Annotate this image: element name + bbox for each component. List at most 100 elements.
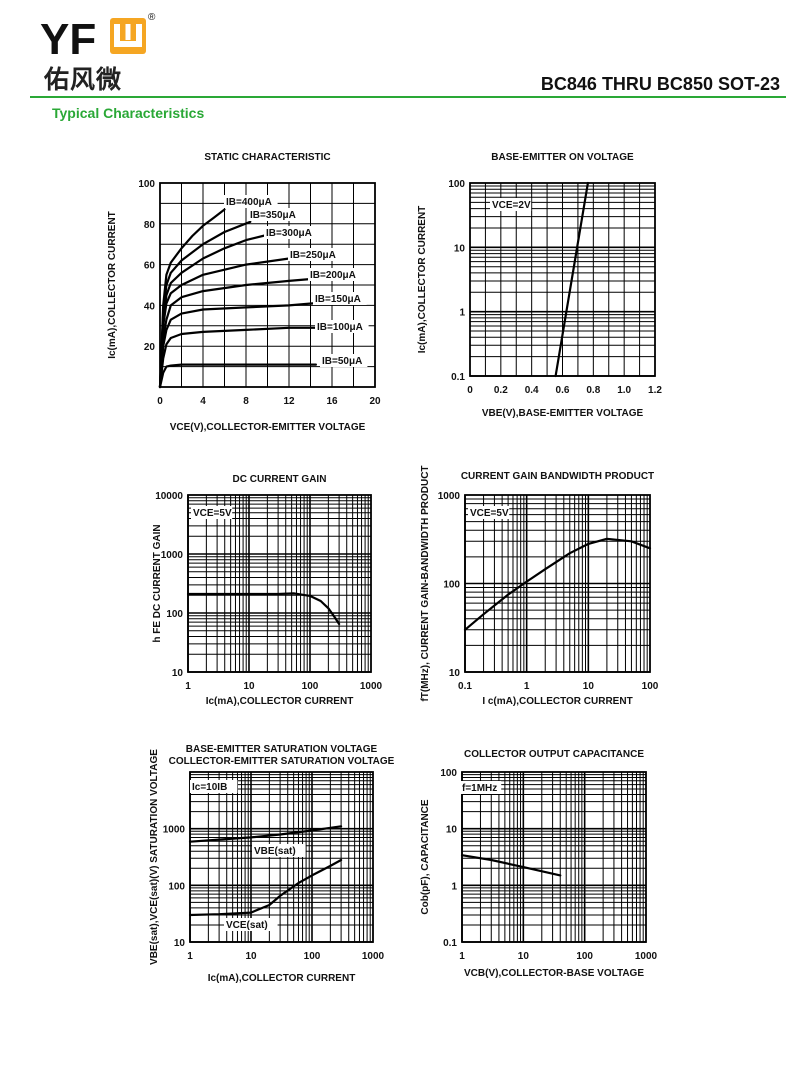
x-tick-label: 0.4 xyxy=(525,385,539,396)
y-tick-label: 1 xyxy=(459,308,465,319)
chart-title: DC CURRENT GAIN xyxy=(233,474,327,485)
series-line xyxy=(460,854,562,877)
x-tick-label: 0 xyxy=(157,396,163,407)
y-tick-label: 80 xyxy=(144,220,156,231)
x-tick-label: 4 xyxy=(200,396,206,407)
x-tick-label: 100 xyxy=(576,951,593,962)
y-tick-label: 0.1 xyxy=(443,938,457,949)
series-label-bg xyxy=(252,844,306,857)
series-label: IB=100μA xyxy=(317,322,363,333)
x-axis-label: I c(mA),COLLECTOR CURRENT xyxy=(482,696,632,707)
y-tick-label: 1000 xyxy=(438,491,461,502)
y-tick-label: 1 xyxy=(451,881,457,892)
y-tick-label: 40 xyxy=(144,301,156,312)
series-label: VBE(sat) xyxy=(254,846,296,857)
series-line xyxy=(158,255,317,389)
x-tick-label: 0 xyxy=(467,385,473,396)
brand-chinese-name: 佑风微 xyxy=(44,65,123,94)
annotation-bg xyxy=(468,506,510,519)
x-axis-label: VBE(V),BASE-EMITTER VOLTAGE xyxy=(482,408,644,419)
chart-grid xyxy=(461,772,646,943)
chart-title: CURRENT GAIN BANDWIDTH PRODUCT xyxy=(461,471,654,482)
x-axis-label: Ic(mA),COLLECTOR CURRENT xyxy=(208,973,356,984)
section-title: Typical Characteristics xyxy=(52,105,205,121)
y-tick-label: 10 xyxy=(446,825,458,836)
chart-title: STATIC CHARACTERISTIC xyxy=(204,152,330,163)
y-tick-label: 10000 xyxy=(155,491,183,502)
series-line xyxy=(158,302,314,389)
series-label: IB=350μA xyxy=(250,210,296,221)
x-tick-label: 0.1 xyxy=(458,681,472,692)
y-tick-label: 100 xyxy=(440,768,457,779)
plot-frame xyxy=(469,182,656,377)
x-tick-label: 0.2 xyxy=(494,385,508,396)
series-line xyxy=(158,363,317,389)
y-axis-label: Cob(pF), CAPACITANCE xyxy=(420,799,431,914)
y-tick-label: 100 xyxy=(443,580,460,591)
header-divider xyxy=(30,96,786,98)
chart-annotation: VCE=5V xyxy=(470,508,509,519)
series-label-bg xyxy=(308,268,362,281)
y-tick-label: 100 xyxy=(138,179,155,190)
plot-frame xyxy=(189,771,374,943)
series-label: IB=250μA xyxy=(290,250,336,261)
part-title: BC846 THRU BC850 SOT-23 xyxy=(540,74,780,94)
x-tick-label: 10 xyxy=(518,951,530,962)
series-label-bg xyxy=(315,320,369,333)
y-tick-label: 60 xyxy=(144,261,156,272)
chart-subtitle: COLLECTOR-EMITTER SATURATION VOLTAGE xyxy=(169,756,395,767)
x-tick-label: 16 xyxy=(326,396,338,407)
x-axis-label: VCB(V),COLLECTOR-BASE VOLTAGE xyxy=(464,968,644,979)
series-label: IB=300μA xyxy=(266,228,312,239)
y-tick-label: 100 xyxy=(166,609,183,620)
registered-mark: ® xyxy=(148,12,156,23)
chart-annotation: Ic=10IB xyxy=(192,782,227,793)
series-label: VCE(sat) xyxy=(226,920,268,931)
y-tick-label: 10 xyxy=(174,938,186,949)
series-label: IB=400μA xyxy=(226,197,272,208)
annotation-bg xyxy=(490,198,532,211)
x-tick-label: 0.6 xyxy=(556,385,570,396)
annotation-bg xyxy=(191,506,233,519)
y-axis-label: Ic(mA),COLLECTOR CURRENT xyxy=(107,211,118,359)
y-tick-label: 0.1 xyxy=(451,372,465,383)
series-line xyxy=(188,858,343,917)
x-tick-label: 1 xyxy=(459,951,465,962)
x-tick-label: 12 xyxy=(283,396,295,407)
yfw-logo: YF ® xyxy=(40,12,156,64)
x-tick-label: 1000 xyxy=(360,681,383,692)
series-label-bg xyxy=(264,226,318,239)
series-label: IB=50μA xyxy=(322,356,362,367)
plot-frame xyxy=(159,182,376,388)
chart-title: BASE-EMITTER ON VOLTAGE xyxy=(491,152,634,163)
x-tick-label: 1000 xyxy=(362,951,385,962)
y-axis-label: VBE(sat),VCE(sat)(V) SATURATION VOLTAGE xyxy=(149,749,160,965)
series-label-bg xyxy=(224,918,278,931)
y-tick-label: 10 xyxy=(172,668,184,679)
series-line xyxy=(158,277,314,389)
x-tick-label: 1.2 xyxy=(648,385,662,396)
chart-title: COLLECTOR OUTPUT CAPACITANCE xyxy=(464,749,644,760)
chart-annotation: VCE=2V xyxy=(492,200,531,211)
chart-grid xyxy=(464,495,650,673)
series-label-bg xyxy=(288,248,342,261)
y-tick-label: 10 xyxy=(454,243,466,254)
chart-annotation: f=1MHz xyxy=(462,783,497,794)
series-label-bg xyxy=(224,195,278,208)
y-tick-label: 20 xyxy=(144,342,156,353)
x-tick-label: 1.0 xyxy=(617,385,631,396)
x-tick-label: 1 xyxy=(524,681,530,692)
chart-1: 0 4 8 12 16 20 20 40 60 80 100 STATIC CHARACTERISTI… xyxy=(107,152,381,433)
y-tick-label: 100 xyxy=(448,179,465,190)
x-tick-label: 100 xyxy=(304,951,321,962)
plot-frame xyxy=(464,494,651,673)
x-axis-label: Ic(mA),COLLECTOR CURRENT xyxy=(206,696,354,707)
series-label-bg xyxy=(248,208,302,221)
logo-letters-yf: YF xyxy=(40,15,96,64)
y-tick-label: 100 xyxy=(168,881,185,892)
series-line xyxy=(158,326,326,389)
series-label: IB=150μA xyxy=(315,294,361,305)
